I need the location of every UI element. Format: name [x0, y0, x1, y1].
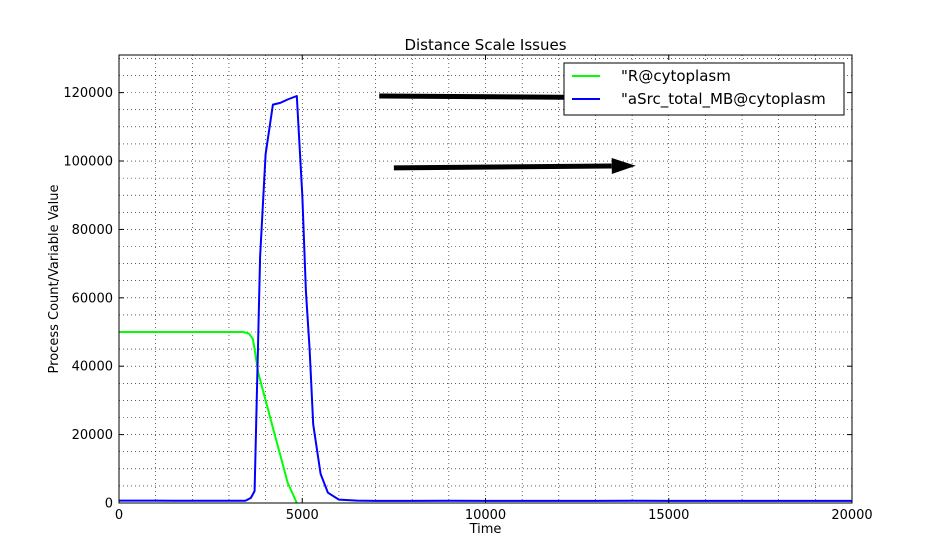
y-tick-label: 20000 — [72, 428, 113, 443]
x-axis-label: Time — [469, 522, 502, 537]
axis-ticks: 0 5000 10000 15000 20000 0 20000 40000 60000 8000… — [63, 55, 873, 523]
legend-box — [563, 62, 845, 116]
y-tick-label: 0 — [105, 497, 113, 512]
series-layer — [119, 95, 852, 504]
x-tick-label: 5000 — [286, 508, 319, 523]
legend-label-r-cytoplasm: "R@cytoplasm — [621, 67, 731, 85]
series-line-r-cytoplasm — [119, 331, 298, 504]
y-tick-label: 60000 — [72, 291, 113, 306]
x-tick-label: 20000 — [831, 508, 872, 523]
grid — [119, 55, 852, 503]
chart-title: Distance Scale Issues — [404, 36, 566, 54]
y-tick-label: 40000 — [72, 360, 113, 375]
legend-label-asrc-total-mb-cytoplasm: "aSrc_total_MB@cytoplasm — [621, 90, 826, 109]
arrow-head — [611, 158, 636, 175]
x-tick-label: 10000 — [465, 508, 506, 523]
x-tick-label: 0 — [115, 508, 123, 523]
y-axis-label: Process Count/Variable Value — [47, 185, 62, 374]
y-tick-label: 80000 — [72, 223, 113, 238]
series-line-asrc-total-mb-cytoplasm — [119, 95, 852, 502]
y-tick-label: 120000 — [63, 86, 113, 101]
legend: "R@cytoplasm "aSrc_total_MB@cytoplasm — [563, 62, 845, 116]
x-tick-label: 15000 — [648, 508, 689, 523]
arrow-shaft — [393, 163, 612, 171]
y-tick-label: 100000 — [63, 155, 113, 170]
